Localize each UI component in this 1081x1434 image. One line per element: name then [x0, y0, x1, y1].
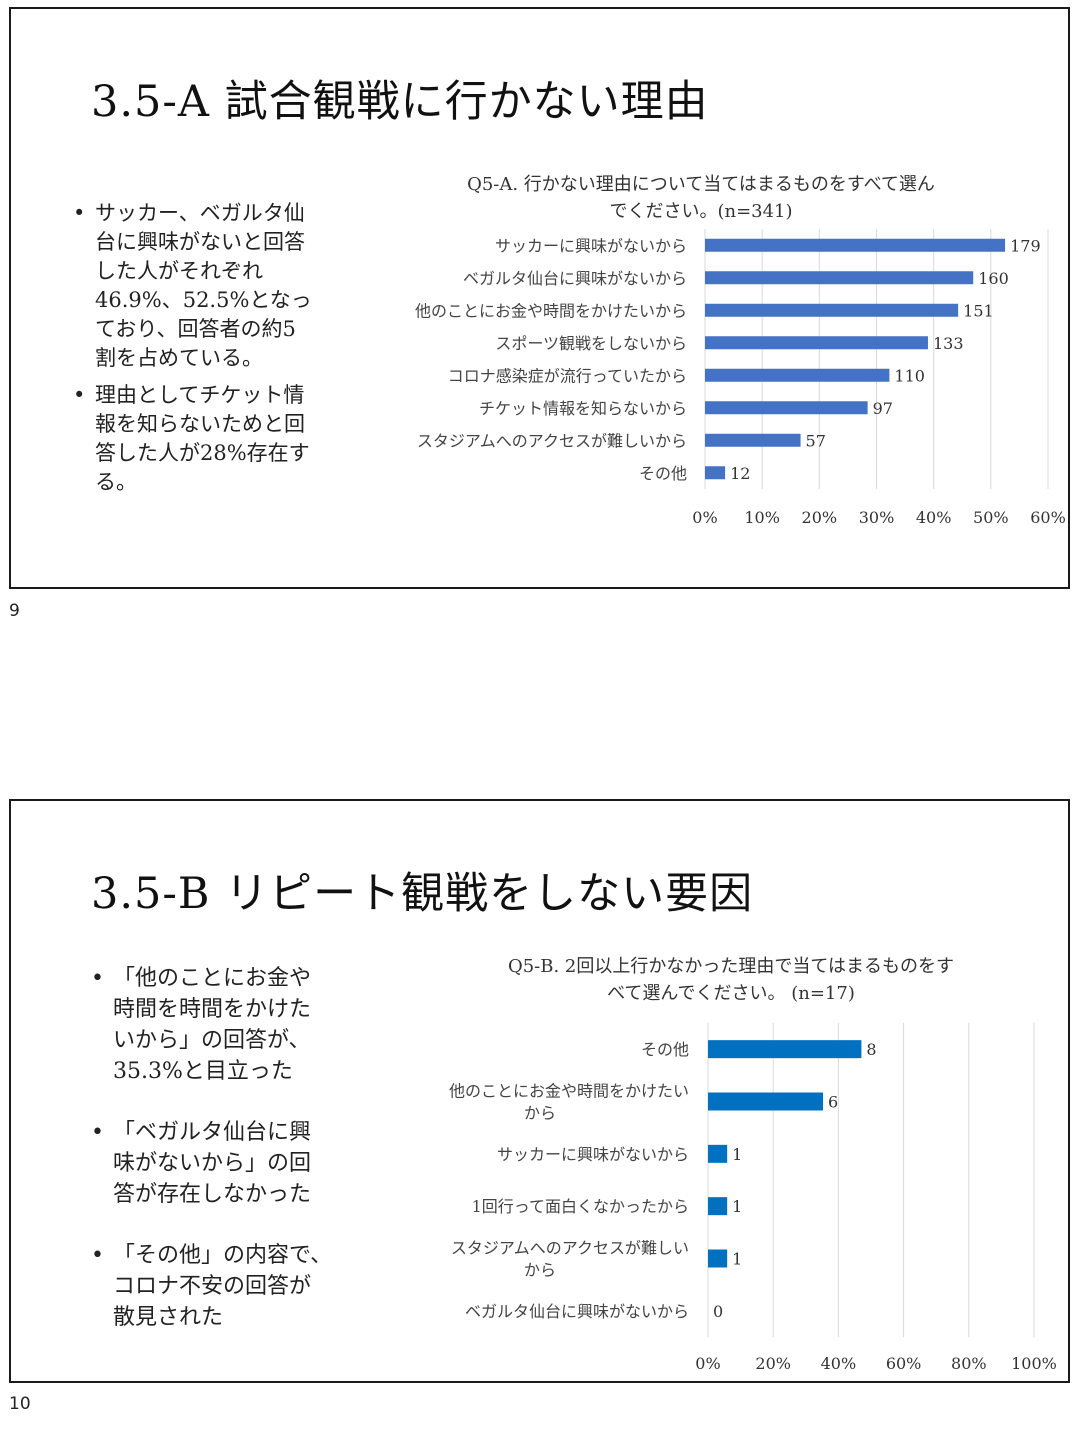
x-tick-label: 60%	[1030, 508, 1066, 527]
bullet-list: 「他のことにお金や時間を時間をかけたいから」の回答が、35.3%と目立った「ベガ…	[91, 963, 391, 1333]
chart-title: Q5-A. 行かない理由について当てはまるものをすべて選ん でください。(n=34…	[371, 171, 1031, 225]
bullet-line: 35.3%と目立った	[113, 1059, 293, 1084]
x-tick-label: 10%	[744, 508, 780, 527]
bar	[708, 1092, 824, 1111]
x-tick-label: 0%	[695, 1354, 720, 1373]
bar	[708, 1144, 728, 1163]
bar	[705, 303, 959, 317]
data-label: 57	[806, 431, 826, 450]
data-label: 8	[866, 1040, 876, 1059]
x-tick-label: 0%	[692, 508, 717, 527]
data-label: 1	[732, 1250, 742, 1269]
data-label: 12	[730, 464, 750, 483]
data-label: 179	[1010, 236, 1041, 255]
bullet-line: 台に興味がないと回答	[95, 230, 305, 254]
bullet-line: 「ベガルタ仙台に興	[113, 1120, 312, 1145]
bullet-line: コロナ不安の回答が	[113, 1274, 312, 1299]
category-label: 他のことにお金や時間をかけたいから	[415, 301, 687, 320]
category-label: サッカーに興味がないから	[495, 236, 687, 255]
bullet-line: 「その他」の内容で、	[113, 1243, 333, 1268]
x-tick-label: 100%	[1011, 1354, 1057, 1373]
bullet-line: 理由としてチケット情	[95, 383, 305, 407]
bullet-line: 答した人が28%存在す	[95, 441, 310, 465]
x-tick-label: 20%	[755, 1354, 791, 1373]
data-label: 160	[978, 269, 1009, 288]
x-tick-label: 20%	[802, 508, 838, 527]
category-label: サッカーに興味がないから	[497, 1145, 689, 1164]
bullet-line: サッカー、ベガルタ仙	[95, 201, 305, 225]
bullet-line: した人がそれぞれ	[95, 259, 263, 283]
bar	[705, 401, 868, 415]
chart-q5b: 0% 20% 40% 60% 80% 100% 8 その他 6 他のことにお金や時間をかけたいから…	[449, 1023, 1057, 1373]
x-tick-label: 30%	[859, 508, 895, 527]
data-label: 110	[894, 366, 925, 385]
data-label: 1	[732, 1145, 742, 1164]
x-tick-label: 40%	[916, 508, 952, 527]
bullet-line: 散見された	[113, 1305, 224, 1330]
bullet-line: 割を占めている。	[95, 346, 263, 370]
category-label: ベガルタ仙台に興味がないから	[463, 269, 687, 288]
data-label: 6	[828, 1093, 838, 1112]
slide-title: 3.5-B リピート観戦をしない要因	[91, 869, 754, 919]
bullet-line: 46.9%、52.5%となっ	[95, 288, 312, 312]
chart-title-line: でください。(n=341)	[609, 201, 793, 222]
category-label: スタジアムへのアクセスが難しい	[451, 1239, 689, 1258]
category-label: コロナ感染症が流行っていたから	[448, 366, 687, 385]
category-label: から	[524, 1104, 556, 1123]
slide-10: 3.5-B リピート観戦をしない要因 「他のことにお金や時間を時間をかけたいから…	[9, 799, 1070, 1383]
bullet-line: 「他のことにお金や	[113, 966, 312, 991]
category-label: ベガルタ仙台に興味がないから	[465, 1302, 689, 1321]
bullet-line: 時間を時間をかけた	[113, 997, 312, 1022]
category-label: スタジアムへのアクセスが難しいから	[417, 431, 687, 450]
category-label: 1回行って面白くなかったから	[472, 1197, 689, 1216]
data-label: 151	[963, 301, 994, 320]
category-label: 他のことにお金や時間をかけたい	[449, 1082, 689, 1101]
bar	[705, 368, 890, 382]
bar	[705, 466, 726, 480]
x-tick-label: 80%	[951, 1354, 987, 1373]
chart-title: Q5-B. 2回以上行かなかった理由で当てはまるものをす べて選んでください。 (…	[431, 953, 1031, 1007]
x-tick-label: 60%	[886, 1354, 922, 1373]
chart-title-line: Q5-A. 行かない理由について当てはまるものをすべて選ん	[467, 174, 935, 195]
bullet-line: 報を知らないためと回	[95, 412, 305, 436]
x-tick-label: 40%	[821, 1354, 857, 1373]
category-label: その他	[641, 1040, 689, 1059]
bullet-line: いから」の回答が、	[113, 1028, 311, 1053]
bar	[708, 1197, 728, 1216]
bar	[705, 336, 928, 350]
chart-q5a: 0% 10% 20% 30% 40% 50% 60% 179 サッカーに興味がないから 160 ベガ…	[415, 229, 1066, 527]
x-tick-label: 50%	[973, 508, 1009, 527]
bullet-line: 味がないから」の回	[113, 1151, 312, 1176]
chart-title-line: Q5-B. 2回以上行かなかった理由で当てはまるものをす	[507, 956, 955, 977]
bar	[705, 238, 1006, 252]
category-label: から	[524, 1261, 556, 1280]
data-label: 97	[873, 399, 893, 418]
page-number: 9	[9, 601, 20, 621]
data-label: 1	[732, 1197, 742, 1216]
data-label: 133	[933, 334, 964, 353]
bar	[705, 271, 974, 285]
category-label: チケット情報を知らないから	[479, 399, 687, 418]
bullet-line: る。	[95, 470, 137, 494]
slide-title: 3.5-A 試合観戦に行かない理由	[91, 77, 709, 127]
category-label: スポーツ観戦をしないから	[495, 334, 687, 353]
bar	[705, 433, 801, 447]
chart-title-line: べて選んでください。 (n=17)	[607, 983, 855, 1004]
bullet-line: 答が存在しなかった	[113, 1182, 312, 1207]
bar	[708, 1249, 728, 1268]
category-label: その他	[639, 464, 687, 483]
slide-9: 3.5-A 試合観戦に行かない理由 サッカー、ベガルタ仙台に興味がないと回答した…	[9, 7, 1070, 589]
bullet-line: ており、回答者の約5	[95, 317, 296, 341]
bar	[708, 1040, 862, 1059]
data-label: 0	[713, 1302, 723, 1321]
page-number: 10	[9, 1394, 31, 1414]
